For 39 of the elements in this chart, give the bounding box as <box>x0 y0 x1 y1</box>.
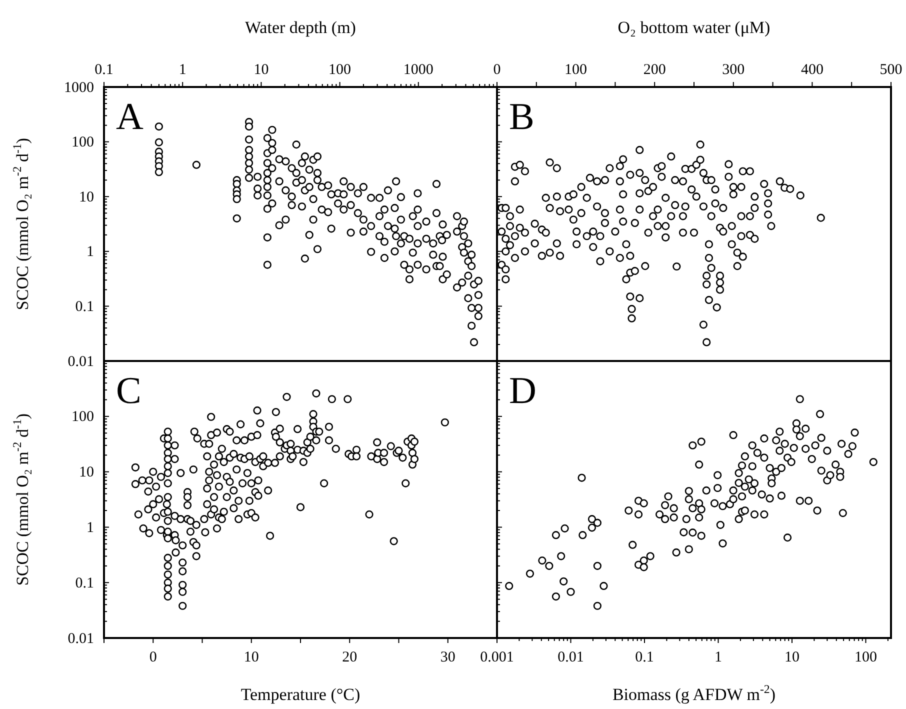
y-tick-label: 0.01 <box>68 630 94 647</box>
x-tick-label: 0.01 <box>558 650 584 666</box>
x-tick-label: 0 <box>493 62 501 78</box>
x-tick-label: 0.001 <box>480 650 514 666</box>
x-tick-label: 20 <box>342 650 358 666</box>
x-tick-label: 1 <box>178 62 186 78</box>
x-tick-label: 500 <box>880 62 902 78</box>
x-tick-label: 100 <box>328 62 352 78</box>
y-tick-label: 1 <box>86 520 94 536</box>
x-tick-label: 30 <box>440 650 456 666</box>
y-tick-label: 0.1 <box>75 299 94 315</box>
x-axis-title: O₂ bottom water (μM) <box>618 18 770 37</box>
x-tick-label: 100 <box>854 650 877 666</box>
y-tick-label: 10 <box>79 464 94 481</box>
y-tick-label: 0.1 <box>75 575 94 592</box>
annotation: B <box>509 96 534 138</box>
x-tick-label: 200 <box>643 62 666 78</box>
y-tick-label: 100 <box>72 409 94 426</box>
x-axis-title: Temperature (°C) <box>240 685 360 704</box>
annotation: A <box>116 96 144 138</box>
x-tick-label: 10 <box>244 650 259 666</box>
x-tick-label: 400 <box>800 62 824 78</box>
x-tick-label: 10 <box>784 650 800 666</box>
x-tick-label: 0 <box>149 650 157 666</box>
x-tick-label: 1000 <box>403 62 434 78</box>
annotation: C <box>116 370 142 412</box>
x-tick-label: 0.1 <box>635 650 654 666</box>
x-tick-label: 300 <box>722 62 745 78</box>
y-tick-label: 1 <box>86 244 94 260</box>
annotation: D <box>509 370 536 412</box>
y-tick-label: 0.01 <box>68 354 94 370</box>
x-axis-title: Biomass (g AFDW m$^{-2}$) <box>612 682 776 704</box>
x-tick-label: 1 <box>714 650 722 666</box>
y-tick-label: 1000 <box>64 80 94 96</box>
x-tick-label: 100 <box>564 62 588 78</box>
x-tick-label: 10 <box>254 62 269 78</box>
x-axis-title: Water depth (m) <box>245 18 356 37</box>
y-tick-label: 10 <box>79 189 94 206</box>
y-tick-label: 100 <box>72 134 94 151</box>
